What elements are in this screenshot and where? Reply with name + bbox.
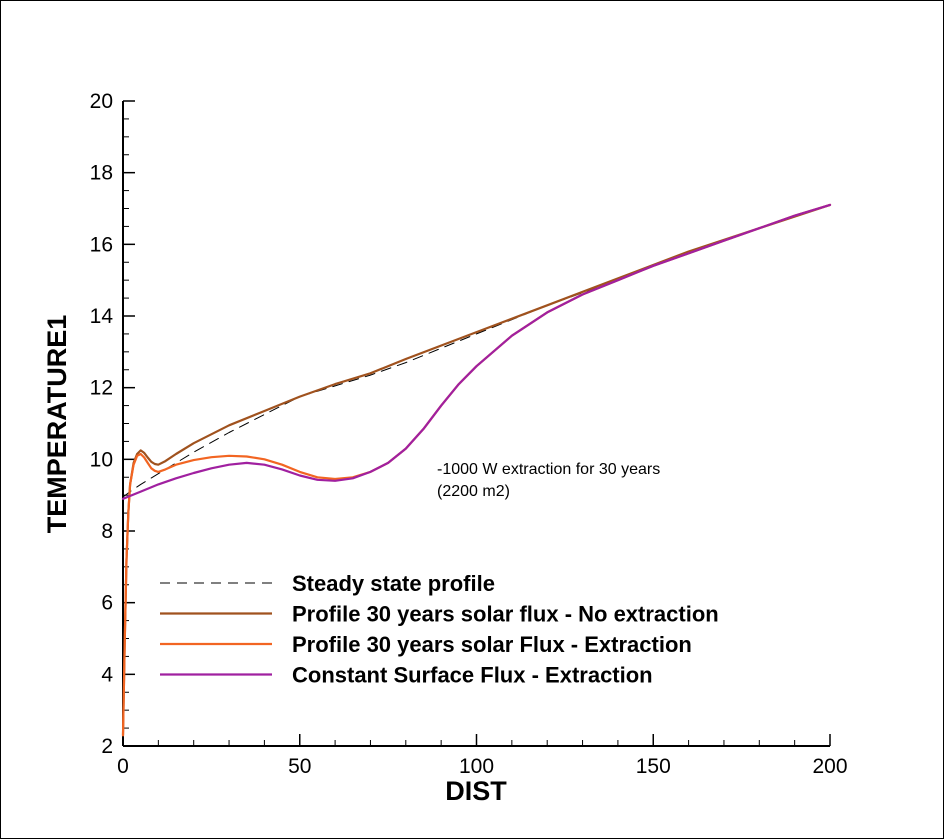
legend-label-2: Profile 30 years solar flux - No extract… [292, 602, 719, 627]
series-line-1 [122, 204, 831, 498]
y-axis-title: TEMPERATURE1 [42, 315, 72, 534]
y-tick-label: 18 [90, 162, 113, 185]
legend: Steady state profile Profile 30 years sol… [160, 571, 719, 688]
x-tick-label: 100 [459, 755, 494, 778]
y-tick-label: 6 [101, 592, 113, 615]
y-tick-label: 14 [90, 305, 114, 328]
y-tick-label: 10 [90, 448, 113, 471]
y-tick-label: 16 [90, 233, 113, 256]
legend-label-1: Steady state profile [292, 571, 495, 596]
axes: 0 50 100 150 200 2 4 6 8 10 12 14 16 18 20 [90, 90, 848, 778]
annotation-line-1: -1000 W extraction for 30 years [437, 461, 660, 478]
y-tick-label: 4 [101, 663, 113, 686]
annotation-line-2: (2200 m2) [437, 483, 510, 500]
y-tick-label: 20 [90, 90, 113, 113]
series-line-4 [121, 203, 832, 500]
y-tick-label: 2 [101, 735, 113, 758]
legend-label-3: Profile 30 years solar Flux - Extraction [292, 632, 692, 657]
series-layer [121, 203, 832, 737]
y-tick-label: 12 [90, 377, 113, 400]
legend-label-4: Constant Surface Flux - Extraction [292, 663, 653, 688]
x-tick-label: 200 [812, 755, 847, 778]
x-tick-label: 150 [636, 755, 671, 778]
x-axis-title: DIST [445, 776, 507, 806]
x-tick-label: 50 [288, 755, 311, 778]
x-tick-label: 0 [117, 755, 129, 778]
y-tick-label: 8 [101, 520, 113, 543]
